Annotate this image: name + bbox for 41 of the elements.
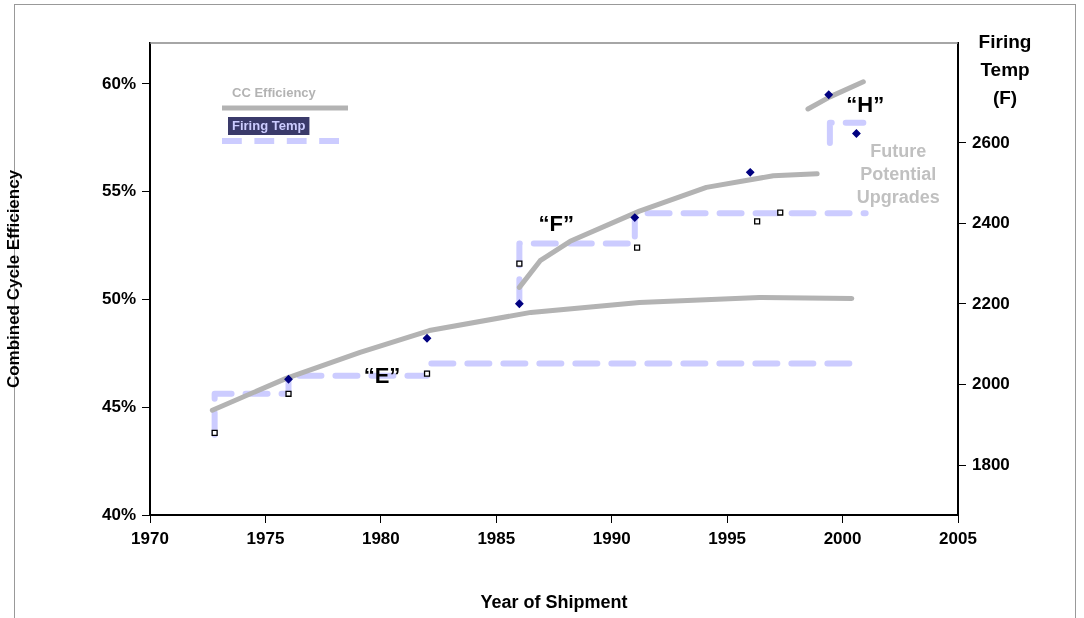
point [754, 218, 761, 225]
x-tick-label: 1995 [708, 528, 747, 548]
x-tick-label: 2000 [823, 528, 862, 548]
x-tick-label: 1970 [131, 528, 169, 548]
point [824, 90, 833, 99]
point [777, 209, 784, 216]
y-tick-label: 50% [101, 289, 136, 309]
x-tick-label: 1985 [477, 528, 516, 548]
y2-tick-label: 2400 [972, 213, 1010, 233]
text: Firing Temp [232, 117, 306, 133]
x-axis-title: Year of Shipment [480, 592, 628, 613]
x-tick-label: 1975 [246, 528, 285, 548]
point [630, 213, 639, 222]
point [852, 129, 861, 138]
x-tick-label: 1980 [361, 528, 400, 548]
y2-tick-label: 1800 [972, 454, 1010, 474]
y2-tick-label: 2600 [972, 132, 1010, 152]
annotation: “H” [846, 91, 885, 117]
y-tick-label: 40% [101, 504, 136, 524]
point [211, 429, 218, 436]
point [633, 244, 641, 251]
annotation: “F” [538, 211, 574, 237]
point [285, 390, 292, 397]
y-tick-label: 60% [101, 73, 136, 93]
x-tick-label: 1990 [592, 528, 631, 548]
y-axis-title: Combined Cycle Efficiency [3, 169, 23, 389]
y-tick-label: 55% [101, 181, 136, 201]
point [423, 370, 431, 377]
annotation: “E” [363, 363, 401, 389]
text: CC Efficiency [232, 84, 317, 100]
point [516, 260, 523, 267]
y-tick-label: 45% [101, 396, 136, 416]
point [284, 375, 293, 384]
point [746, 168, 755, 177]
point [422, 334, 432, 343]
y2-axis-title: Firing Temp (F) [978, 31, 1032, 109]
point [515, 299, 524, 308]
x-tick-label: 2005 [939, 528, 977, 548]
y2-tick-label: 2000 [972, 374, 1010, 394]
y2-tick-label: 2200 [972, 293, 1010, 313]
annotation: Future Potential Upgrades [856, 141, 940, 208]
